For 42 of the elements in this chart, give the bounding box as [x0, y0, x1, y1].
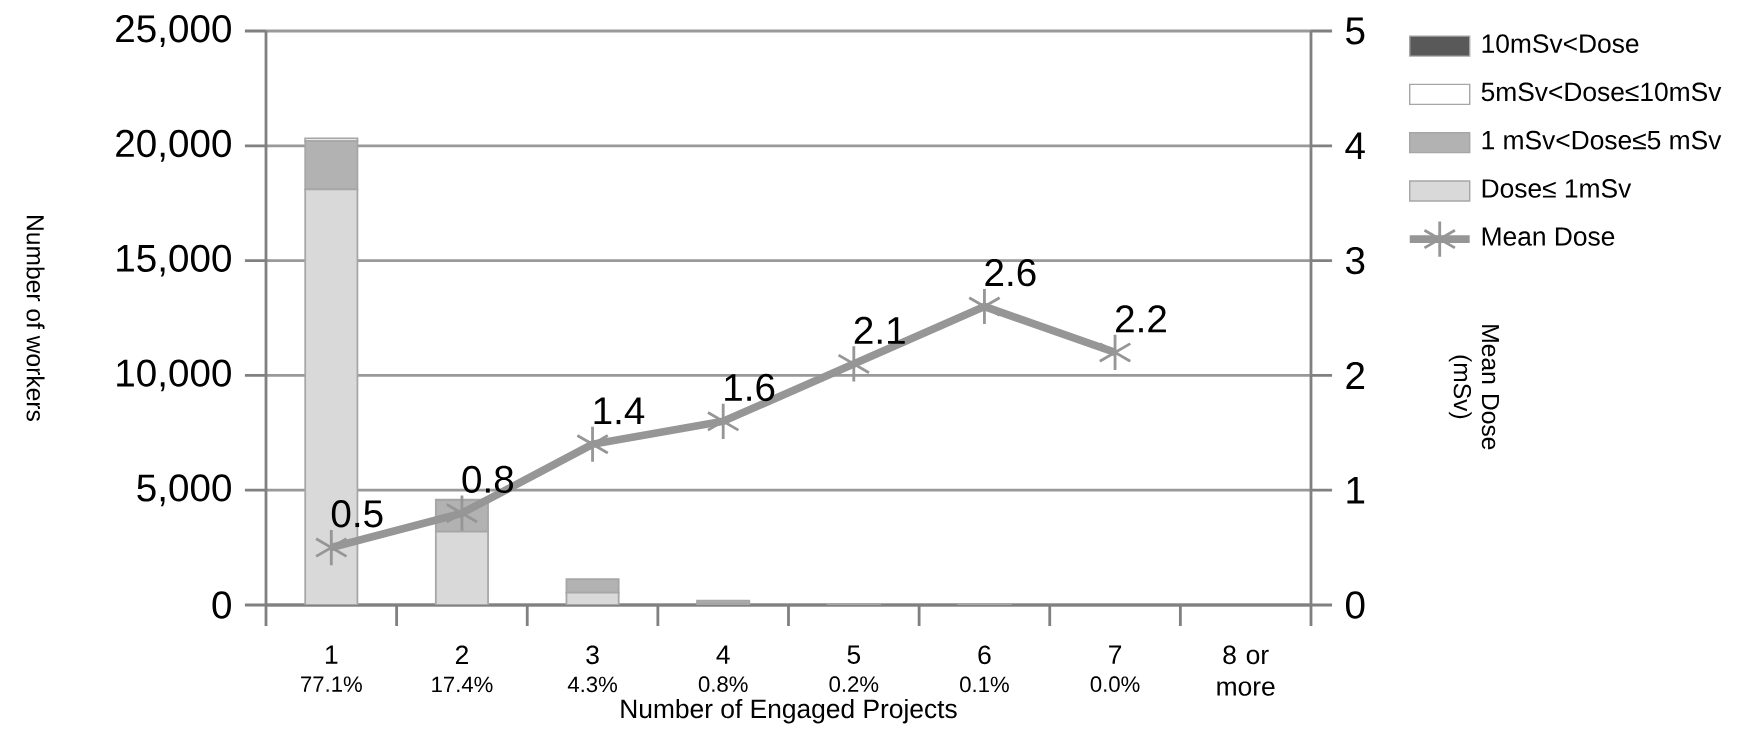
legend-label: Mean Dose: [1482, 227, 1615, 246]
y-tick-label: 25,000: [116, 15, 231, 47]
text: 0.1%: [960, 676, 1009, 693]
legend-label: 1 mSv<Dose≤5 mSv: [1482, 130, 1722, 150]
y2-axis-title: Mean Dose (mSv): [1448, 325, 1499, 450]
y2-tick-label: 0: [1345, 591, 1365, 619]
x-tick-label: 8 or more: [1217, 645, 1275, 696]
text: 17.4%: [432, 676, 493, 693]
data-label: 2.2: [1116, 305, 1166, 333]
y-axis-title: Number of workers: [26, 216, 45, 421]
data-label: 0.8: [462, 465, 514, 493]
legend-label: 5mSv<Dose≤10mSv: [1481, 82, 1722, 102]
data-label: 0.5: [331, 500, 383, 528]
y2-tick-label: 1: [1347, 476, 1365, 504]
x-tick-label: 7: [1109, 645, 1122, 664]
x-tick-label: 2: [455, 645, 468, 664]
x-axis-title: Number of Engaged Projects: [621, 698, 957, 724]
text: 4.3%: [567, 676, 618, 693]
text: 0.2%: [829, 676, 879, 692]
text: 77.1%: [301, 676, 362, 692]
x-tick-label: 3: [586, 645, 599, 665]
data-label: 2.6: [985, 259, 1036, 287]
y2-tick-label: 3: [1345, 246, 1365, 275]
y2-tick-label: 4: [1345, 132, 1365, 160]
text: 0.8%: [698, 676, 748, 692]
text: 0.0%: [1090, 676, 1140, 692]
x-tick-label: 1: [325, 645, 338, 664]
y-tick-label: 0: [212, 591, 231, 619]
data-label: 1.4: [594, 397, 645, 425]
legend-label: Dose≤ 1mSv: [1482, 179, 1632, 198]
data-label: 2.1: [854, 316, 905, 344]
y-tick-label: 10,000: [117, 359, 231, 392]
x-tick-label: 5: [847, 645, 861, 664]
legend-label: 10mSv<Dose: [1482, 34, 1639, 53]
data-label: 1.6: [725, 373, 775, 402]
x-tick-label: 6: [978, 645, 991, 665]
y-tick-label: 5,000: [137, 474, 231, 507]
y-tick-label: 20,000: [116, 129, 231, 162]
y2-tick-label: 2: [1346, 361, 1365, 389]
x-tick-label: 4: [716, 645, 730, 664]
y2-tick-label: 5: [1346, 17, 1365, 45]
y-tick-label: 15,000: [117, 244, 231, 277]
